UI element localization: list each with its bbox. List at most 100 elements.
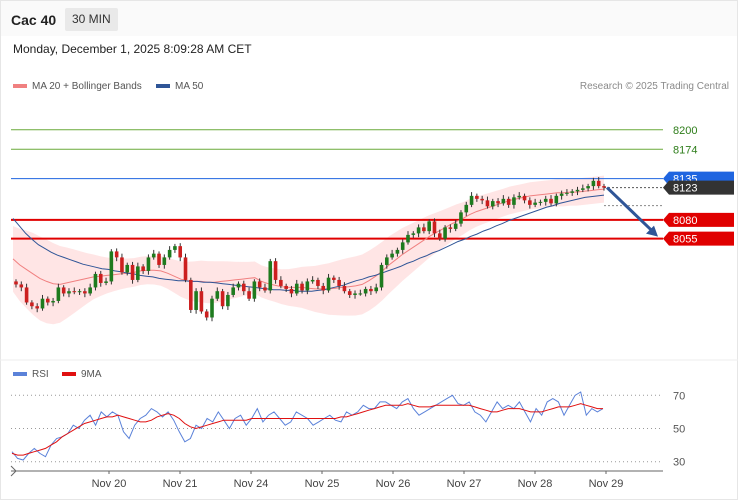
candle-body [522,195,527,201]
candle-body [273,261,278,280]
candle-body [300,283,304,291]
candle-body [385,257,389,265]
candle-body [602,186,606,188]
candle-body [374,287,379,292]
candle-body [67,291,71,294]
candle-body [125,264,130,273]
candle-body [358,293,363,295]
level-tag-8055 [663,231,734,246]
candle-body [263,287,267,291]
chart-header: Cac 40 30 MIN [1,1,737,36]
candle-body [61,287,66,294]
candle-body [162,257,167,265]
candle-body [337,279,341,286]
x-tick-label: Nov 20 [92,478,127,490]
candle-body [215,291,220,299]
candle-body [369,288,373,292]
candle-body [310,279,315,282]
candle-body [427,221,431,232]
copyright-text: Research © 2025 Trading Central [579,81,729,92]
candle-body [257,281,262,288]
candle-body [501,198,506,204]
forecast-arrow-head [646,225,658,237]
candle-body [453,223,458,229]
candle-body [581,188,585,190]
candle-body [469,195,474,205]
rsi-legend-swatch [13,372,27,377]
candle-body [183,257,188,280]
candle-body [559,193,564,196]
candle-body [464,204,469,213]
x-tick-label: Nov 25 [305,478,340,490]
candle-body [24,287,29,303]
level-label-8123: 8123 [673,183,697,195]
candle-body [549,198,553,204]
candle-body [45,298,50,303]
candle-body [432,221,437,234]
candle-body [294,283,299,294]
candle-body [554,195,559,204]
candle-body [480,198,484,201]
rsi-tick-30: 30 [673,457,685,469]
candle-body [416,227,421,234]
candle-body [363,288,368,294]
forecast-arrow-shaft [605,186,655,233]
candle-body [596,180,601,187]
candle-body [204,311,209,318]
candle-body [422,227,426,232]
candle-body [506,198,511,205]
candle-body [316,279,320,286]
candle-body [51,300,55,303]
x-tick-label: Nov 24 [234,478,269,490]
x-axis-start-tick [10,465,17,477]
ma20-legend-swatch [13,84,27,89]
candle-body [236,283,241,288]
legend-9ma: 9MA [62,369,102,380]
candle-body [305,281,310,291]
candle-body [56,287,61,301]
candle-body [226,294,230,307]
candle-body [194,291,198,310]
candle-body [570,191,575,193]
candle-body [252,281,257,299]
candle-body [379,264,384,288]
candle-body [321,285,326,291]
x-tick-label: Nov 27 [447,478,482,490]
candle-body [241,283,246,292]
legend-rsi: RSI [13,369,49,380]
candle-body [231,287,235,295]
candle-body [591,180,596,187]
candle-body [114,251,119,258]
level-label-8080: 8080 [673,215,697,227]
candle-body [210,298,214,318]
candle-body [475,195,479,199]
candle-body [93,273,98,288]
level-tag-8080 [663,212,734,227]
x-tick-label: Nov 28 [518,478,553,490]
candle-body [332,277,336,280]
candle-body [268,261,273,291]
candle-body [459,212,463,224]
symbol-title: Cac 40 [11,12,57,28]
candle-body [167,249,172,258]
level-tag-8123 [663,180,734,195]
candle-body [448,227,453,229]
rsi-tick-70: 70 [673,390,685,402]
candle-body [19,284,24,288]
candle-body [284,285,288,289]
interval-button[interactable]: 30 MIN [65,8,118,31]
candle-body [437,233,442,239]
candle-body [189,279,193,310]
level-label-8174: 8174 [673,144,697,156]
legend-9ma-label: 9MA [81,369,102,380]
candle-body [289,288,294,294]
rsi-tick-50: 50 [673,424,685,436]
candle-body [485,200,490,207]
candle-body [575,189,580,192]
candle-body [88,287,92,294]
candle-body [146,257,151,271]
legend-rsi-label: RSI [32,369,49,380]
candle-body [40,298,45,309]
legend-ma20: MA 20 + Bollinger Bands [13,81,142,92]
